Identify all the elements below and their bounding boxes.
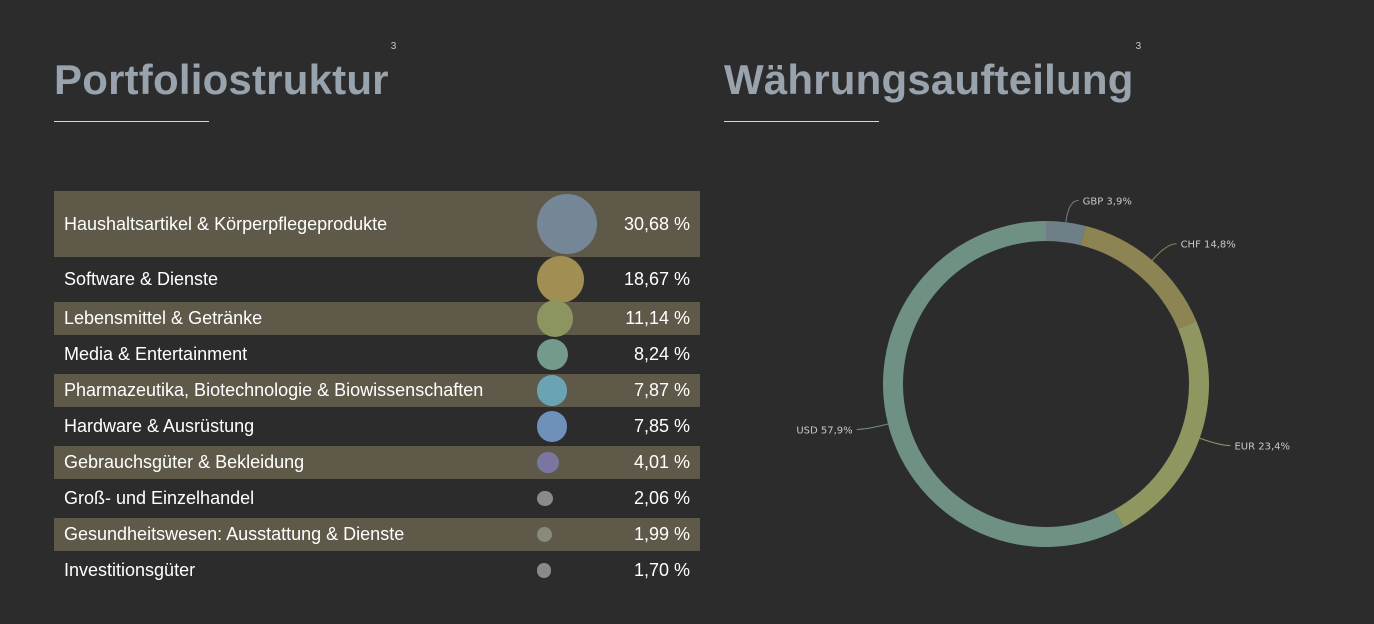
donut-label-0: GBP 3,9% bbox=[1083, 196, 1132, 207]
bubble-cell bbox=[537, 338, 569, 371]
value-bubble bbox=[537, 563, 552, 578]
portfolio-title-text: Portfoliostruktur bbox=[54, 56, 389, 103]
bubble-cell bbox=[537, 300, 574, 337]
currency-title: Währungsaufteilung3 bbox=[724, 41, 1141, 104]
value-bubble bbox=[537, 375, 568, 406]
table-row: Gesundheitswesen: Ausstattung & Dienste 1… bbox=[54, 518, 700, 551]
row-value: 1,99 % bbox=[633, 524, 690, 544]
row-label: Haushaltsartikel & Körperpflegeprodukte bbox=[64, 213, 388, 234]
row-value: 4,01 % bbox=[633, 452, 690, 472]
bubble-cell bbox=[537, 191, 597, 257]
bubble-cell bbox=[537, 482, 553, 515]
currency-title-text: Währungsaufteilung bbox=[724, 56, 1134, 103]
table-row: Lebensmittel & Getränke 11,14 % bbox=[54, 300, 700, 337]
currency-title-underline bbox=[724, 121, 879, 122]
table-row: Pharmazeutika, Biotechnologie & Biowisse… bbox=[54, 374, 700, 407]
value-bubble bbox=[537, 194, 597, 254]
portfolio-footnote: 3 bbox=[390, 41, 397, 52]
bubble-cell bbox=[537, 410, 568, 443]
portfolio-title-underline bbox=[54, 121, 209, 122]
donut-label-2: EUR 23,4% bbox=[1234, 442, 1290, 453]
row-value: 30,68 % bbox=[623, 213, 690, 234]
portfolio-table: Haushaltsartikel & Körperpflegeprodukte 3… bbox=[54, 191, 700, 590]
row-value: 2,06 % bbox=[633, 488, 690, 508]
donut-slice-1 bbox=[1080, 225, 1197, 329]
row-value: 8,24 % bbox=[633, 344, 690, 364]
row-label: Groß- und Einzelhandel bbox=[64, 488, 255, 508]
row-value: 7,85 % bbox=[633, 416, 690, 436]
row-label: Pharmazeutika, Biotechnologie & Biowisse… bbox=[64, 380, 484, 400]
donut-label-1: CHF 14,8% bbox=[1181, 240, 1236, 251]
donut-leader-line-0 bbox=[1065, 199, 1079, 223]
table-row: Haushaltsartikel & Körperpflegeprodukte 3… bbox=[54, 191, 700, 257]
portfolio-title: Portfoliostruktur3 bbox=[54, 41, 396, 104]
row-label: Software & Dienste bbox=[64, 269, 219, 289]
value-bubble bbox=[537, 300, 574, 337]
row-label: Hardware & Ausrüstung bbox=[64, 416, 255, 436]
table-row: Software & Dienste 18,67 % bbox=[54, 256, 700, 303]
table-row: Hardware & Ausrüstung 7,85 % bbox=[54, 410, 700, 443]
row-label: Gebrauchsgüter & Bekleidung bbox=[64, 452, 305, 472]
value-bubble bbox=[537, 526, 553, 543]
value-bubble bbox=[537, 490, 553, 507]
donut-label-3: USD 57,9% bbox=[796, 425, 852, 436]
table-row: Investitionsgüter 1,70 % bbox=[54, 554, 700, 587]
table-row: Groß- und Einzelhandel 2,06 % bbox=[54, 482, 700, 515]
donut-slice-0 bbox=[1046, 221, 1086, 246]
donut-leader-line-3 bbox=[856, 423, 889, 430]
table-row: Media & Entertainment 8,24 % bbox=[54, 338, 700, 371]
row-label: Investitionsgüter bbox=[64, 560, 196, 580]
row-value: 1,70 % bbox=[633, 560, 690, 580]
row-value: 11,14 % bbox=[625, 308, 690, 328]
bubble-cell bbox=[537, 374, 568, 407]
value-bubble bbox=[537, 338, 569, 371]
bubble-cell bbox=[537, 554, 552, 587]
row-label: Lebensmittel & Getränke bbox=[64, 308, 263, 328]
donut-slice-2 bbox=[1114, 321, 1209, 528]
bubble-cell bbox=[537, 518, 553, 551]
currency-footnote: 3 bbox=[1135, 41, 1142, 52]
row-label: Gesundheitswesen: Ausstattung & Dienste bbox=[64, 524, 405, 544]
row-value: 18,67 % bbox=[623, 269, 690, 289]
donut-slice-3 bbox=[882, 221, 1124, 547]
value-bubble bbox=[537, 256, 584, 303]
bubble-cell bbox=[537, 256, 584, 303]
table-row: Gebrauchsgüter & Bekleidung 4,01 % bbox=[54, 446, 700, 479]
row-value: 7,87 % bbox=[633, 380, 690, 400]
row-label: Media & Entertainment bbox=[64, 344, 248, 364]
donut-leader-line-1 bbox=[1151, 243, 1177, 261]
value-bubble bbox=[537, 451, 559, 474]
value-bubble bbox=[537, 411, 568, 442]
bubble-cell bbox=[537, 446, 559, 479]
donut-leader-line-2 bbox=[1199, 437, 1231, 447]
